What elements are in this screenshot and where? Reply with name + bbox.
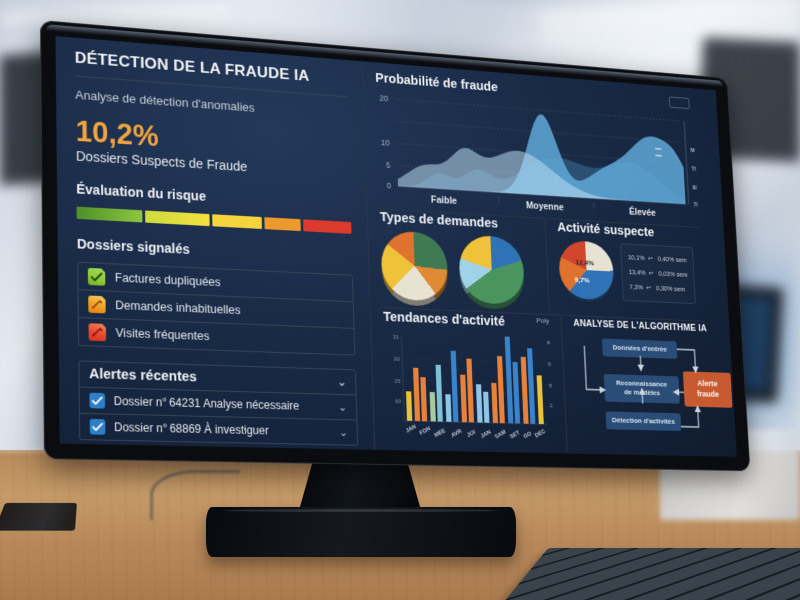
- svg-text:TOT: TOT: [691, 166, 699, 173]
- svg-text:56%: 56%: [548, 362, 555, 368]
- svg-text:MEE: MEE: [434, 428, 447, 439]
- svg-text:10: 10: [381, 137, 390, 147]
- svg-text:FON: FON: [419, 426, 432, 437]
- svg-text:86%: 86%: [547, 341, 555, 347]
- svg-text:GO: GO: [523, 431, 533, 440]
- svg-text:99%: 99%: [549, 384, 555, 390]
- svg-text:31: 31: [393, 335, 399, 341]
- svg-text:Élevée: Élevée: [629, 207, 657, 219]
- svg-text:Moyenne: Moyenne: [526, 201, 564, 213]
- svg-text:MOY: MOY: [690, 148, 699, 155]
- svg-text:20: 20: [379, 93, 388, 103]
- svg-text:JAN: JAN: [480, 429, 492, 439]
- svg-text:JOI: JOI: [466, 430, 477, 440]
- svg-text:SAM: SAM: [494, 430, 507, 441]
- svg-text:SET: SET: [509, 430, 521, 440]
- svg-text:8/8: 8/8: [692, 185, 699, 192]
- svg-text:0: 0: [387, 181, 392, 191]
- svg-text:7/6: 7/6: [693, 202, 699, 209]
- svg-text:25: 25: [394, 379, 400, 385]
- svg-text:5: 5: [386, 160, 391, 170]
- svg-text:20: 20: [394, 357, 400, 363]
- svg-text:DEC: DEC: [534, 429, 547, 440]
- svg-text:JAN: JAN: [405, 424, 417, 434]
- svg-text:60: 60: [395, 399, 401, 405]
- svg-text:22%: 22%: [550, 403, 555, 409]
- svg-text:Faible: Faible: [431, 195, 458, 207]
- svg-text:AVR: AVR: [451, 428, 464, 439]
